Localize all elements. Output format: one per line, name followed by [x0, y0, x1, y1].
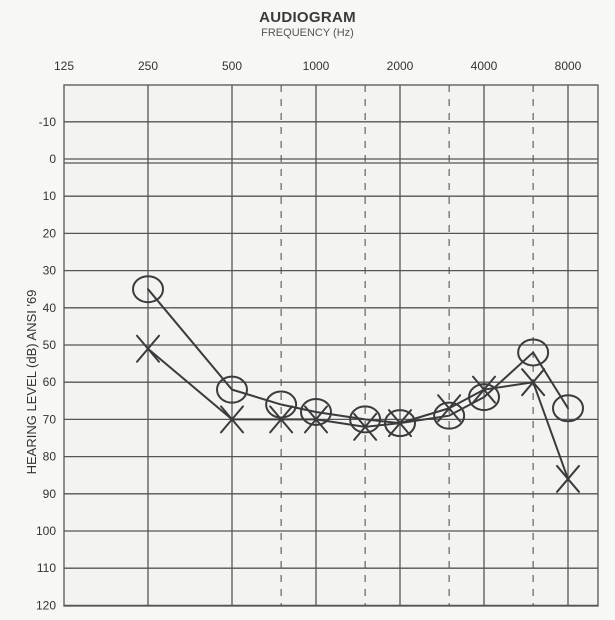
- y-tick-label: 40: [43, 301, 57, 315]
- x-marker: [556, 464, 580, 493]
- circle-marker: [132, 275, 164, 304]
- y-tick-label: 50: [43, 338, 57, 352]
- x-marker-stroke: [556, 464, 580, 493]
- x-series-line: [147, 347, 569, 480]
- y-tick-label: -10: [39, 115, 57, 129]
- x-marker-stroke: [388, 409, 412, 438]
- x-marker-stroke: [437, 394, 462, 423]
- circle-marker: [265, 390, 298, 419]
- x-marker: [437, 394, 462, 423]
- circle-marker: [433, 401, 466, 430]
- y-tick-label: 120: [36, 598, 56, 612]
- y-tick-label: 100: [36, 524, 56, 538]
- y-tick-label: 60: [43, 375, 57, 389]
- x-marker: [472, 375, 496, 404]
- x-marker-stroke: [136, 334, 160, 363]
- chart-title: AUDIOGRAM: [259, 9, 356, 26]
- x-marker-stroke: [220, 405, 244, 434]
- x-marker: [521, 368, 546, 397]
- x-marker-stroke: [269, 405, 294, 434]
- y-tick-label: 80: [43, 450, 57, 464]
- x-marker-stroke: [353, 412, 378, 441]
- y-tick-label: 30: [43, 264, 57, 278]
- y-tick-label: 90: [43, 487, 57, 501]
- tick-layer: -10 0 10 20 30 40 50 60 70 80 90 100 110 120 125 250 500…: [36, 59, 582, 612]
- circle-series-line: [147, 288, 569, 425]
- x-marker-stroke: [521, 368, 546, 397]
- x-tick-label: 500: [222, 59, 242, 73]
- x-tick-label: 250: [138, 59, 158, 73]
- x-marker: [136, 334, 160, 363]
- x-tick-label: 4000: [471, 59, 498, 73]
- x-marker: [304, 405, 328, 434]
- circle-marker: [552, 394, 584, 423]
- x-marker-stroke: [304, 405, 328, 434]
- circle-marker: [517, 338, 550, 367]
- x-tick-label: 1000: [303, 59, 330, 73]
- x-tick-label: 2000: [387, 59, 414, 73]
- circle-marker: [216, 375, 248, 404]
- grid-layer: [64, 85, 598, 607]
- x-marker: [353, 412, 378, 441]
- x-tick-label: 125: [54, 59, 74, 73]
- y-axis-label: HEARING LEVEL (dB) ANSI '69: [24, 290, 39, 475]
- x-marker: [220, 405, 244, 434]
- circle-marker: [349, 405, 382, 434]
- x-marker: [388, 409, 412, 438]
- y-tick-label: 70: [43, 412, 57, 426]
- circle-marker: [300, 397, 332, 426]
- circle-marker: [384, 409, 416, 438]
- y-tick-label: 0: [49, 152, 56, 166]
- x-marker: [269, 405, 294, 434]
- x-marker-stroke: [472, 375, 496, 404]
- y-tick-label: 10: [43, 189, 57, 203]
- x-tick-label: 8000: [555, 59, 582, 73]
- chart-subtitle: FREQUENCY (Hz): [261, 27, 354, 39]
- y-tick-label: 110: [37, 561, 56, 575]
- y-tick-label: 20: [43, 226, 57, 240]
- series-layer: [132, 275, 584, 493]
